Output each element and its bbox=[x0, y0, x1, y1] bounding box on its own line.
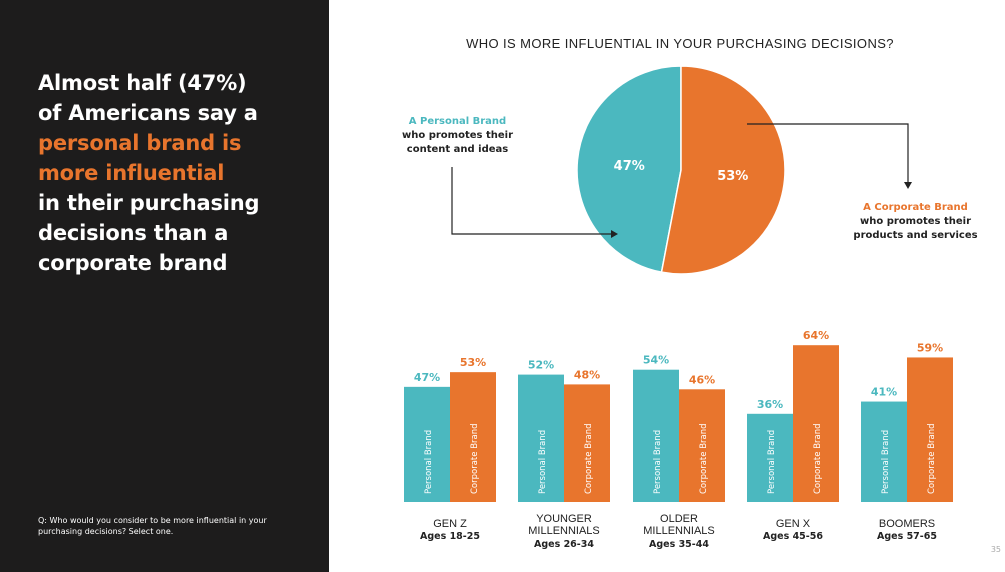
bar-group-ages: Ages 45-56 bbox=[763, 531, 823, 542]
bar-group-name: BOOMERS bbox=[852, 518, 962, 530]
callout-text: who promotes their bbox=[860, 216, 971, 227]
headline: Almost half (47%) of Americans say a per… bbox=[38, 68, 328, 278]
bar-series-label: Personal Brand bbox=[538, 430, 548, 494]
bar-corporate-brand bbox=[450, 372, 496, 502]
bar-group-name-line: YOUNGER bbox=[536, 513, 592, 525]
pie-slice bbox=[660, 65, 786, 275]
bar-group-name: OLDER MILLENNIALS bbox=[624, 513, 734, 537]
corporate-brand-callout: A Corporate Brand who promotes their pro… bbox=[838, 201, 993, 243]
bar-series-label: Personal Brand bbox=[424, 430, 434, 494]
bar-group-name-line: MILLENNIALS bbox=[643, 525, 715, 537]
bar-corporate-brand bbox=[907, 357, 953, 502]
bar-value-label: 36% bbox=[757, 398, 783, 411]
bar-group-ages: Ages 18-25 bbox=[420, 531, 480, 542]
bar-value-label: 46% bbox=[689, 373, 715, 386]
bar-value-label: 41% bbox=[871, 386, 897, 399]
bar-series-label: Corporate Brand bbox=[699, 423, 709, 494]
bar-group-ages: Ages 35-44 bbox=[649, 539, 709, 550]
connector-arrowhead bbox=[904, 182, 912, 189]
callout-text: products and services bbox=[853, 230, 978, 241]
corporate-callout-connector bbox=[747, 123, 909, 182]
bar-series-label: Corporate Brand bbox=[584, 423, 594, 494]
personal-brand-callout: A Personal Brand who promotes their cont… bbox=[370, 115, 545, 157]
bar-group-name-line: MILLENNIALS bbox=[528, 525, 600, 537]
pie-slice-label: 47% bbox=[614, 159, 645, 174]
bar-corporate-brand bbox=[564, 384, 610, 502]
pie-slice-label: 53% bbox=[717, 169, 748, 184]
bar-value-label: 52% bbox=[528, 359, 554, 372]
bar-group-name-line: GEN Z bbox=[433, 518, 467, 530]
bar-corporate-brand bbox=[679, 389, 725, 502]
bar-group-ages: Ages 57-65 bbox=[877, 531, 937, 542]
headline-line: of Americans say a bbox=[38, 101, 258, 125]
bar-series-label: Personal Brand bbox=[881, 430, 891, 494]
left-panel bbox=[0, 0, 329, 572]
bar-personal-brand bbox=[861, 401, 907, 502]
bar-corporate-brand bbox=[793, 345, 839, 502]
bar-value-label: 48% bbox=[574, 368, 600, 381]
bar-series-label: Corporate Brand bbox=[927, 423, 937, 494]
bar-series-label: Corporate Brand bbox=[470, 423, 480, 494]
bar-group-ages: Ages 26-34 bbox=[534, 539, 594, 550]
bar-personal-brand bbox=[747, 413, 793, 502]
bar-value-label: 47% bbox=[414, 371, 440, 384]
headline-line: Almost half (47%) bbox=[38, 71, 247, 95]
bar-series-label: Corporate Brand bbox=[813, 423, 823, 494]
bar-group-name: GEN X bbox=[738, 518, 848, 530]
bar-series-label: Personal Brand bbox=[767, 430, 777, 494]
callout-text: content and ideas bbox=[406, 144, 509, 155]
callout-text: who promotes their bbox=[402, 130, 513, 141]
bar-personal-brand bbox=[633, 369, 679, 502]
bar-value-label: 64% bbox=[803, 329, 829, 342]
pie-chart-title: WHO IS MORE INFLUENTIAL IN YOUR PURCHASI… bbox=[466, 36, 894, 51]
bar-value-label: 53% bbox=[460, 356, 486, 369]
bar-group-name: GEN Z bbox=[395, 518, 505, 530]
bar-personal-brand bbox=[404, 386, 450, 502]
personal-callout-connector bbox=[451, 167, 611, 235]
page-number: 35 bbox=[990, 545, 1001, 554]
headline-line: in their purchasing bbox=[38, 191, 260, 215]
headline-line-accent: more influential bbox=[38, 161, 225, 185]
bar-value-label: 59% bbox=[917, 341, 943, 354]
callout-heading: A Personal Brand bbox=[408, 116, 507, 127]
footnote-line: purchasing decisions? Select one. bbox=[38, 527, 174, 536]
connector-arrowhead bbox=[611, 230, 618, 238]
pie-slice bbox=[576, 65, 682, 274]
headline-line-accent: personal brand is bbox=[38, 131, 242, 155]
bar-personal-brand bbox=[518, 374, 564, 502]
bar-series-label: Personal Brand bbox=[653, 430, 663, 494]
bar-group-name: YOUNGER MILLENNIALS bbox=[509, 513, 619, 537]
headline-line: decisions than a bbox=[38, 221, 229, 245]
bar-group-name-line: BOOMERS bbox=[878, 518, 936, 530]
bar-group-name-line: GEN X bbox=[775, 518, 811, 530]
bar-group-name-line: OLDER bbox=[660, 513, 698, 525]
headline-line: corporate brand bbox=[38, 251, 228, 275]
callout-heading: A Corporate Brand bbox=[863, 202, 968, 213]
survey-question-footnote: Q: Who would you consider to be more inf… bbox=[38, 515, 318, 537]
footnote-line: Q: Who would you consider to be more inf… bbox=[38, 516, 267, 525]
bar-value-label: 54% bbox=[643, 354, 669, 367]
